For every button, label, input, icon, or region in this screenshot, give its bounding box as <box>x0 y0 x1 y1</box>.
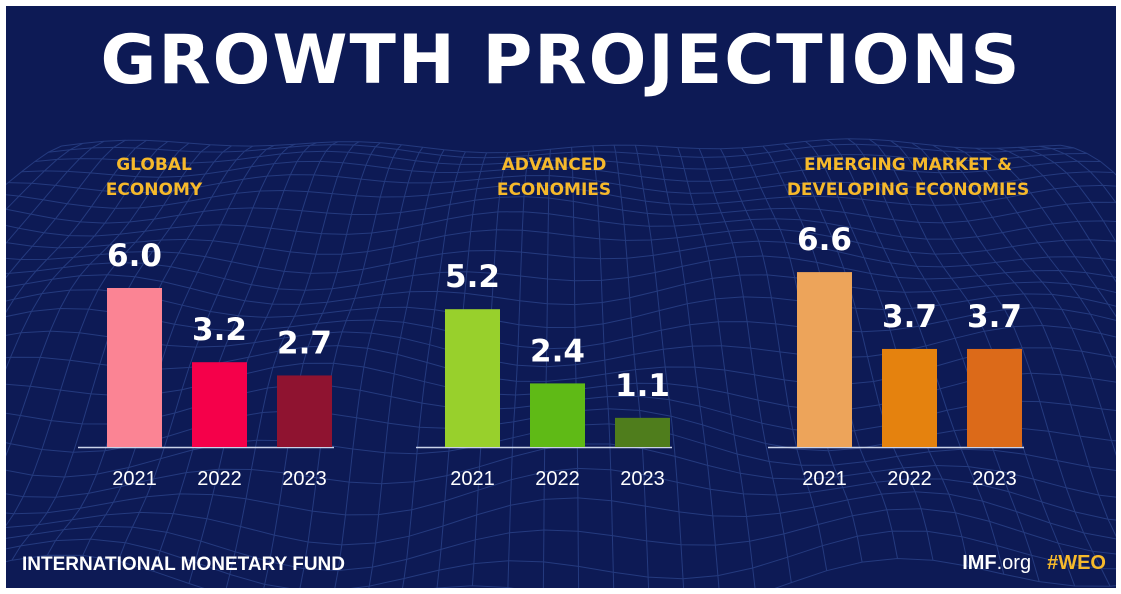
charts-area: GLOBALECONOMY6.020213.220222.72023ADVANC… <box>78 155 1029 490</box>
hashtag: #WEO <box>1047 552 1106 574</box>
bar-value-label: 5.2 <box>445 259 500 295</box>
bar-value-label: 3.2 <box>192 312 247 348</box>
chart-title-line: ADVANCED <box>502 155 607 175</box>
bar-value-label: 3.7 <box>967 299 1022 335</box>
chart-panel-2: ADVANCED ECONOMIES 5.2 2021 2.4 2022 1.1 2023 <box>416 155 672 490</box>
bar-2023 <box>615 417 670 447</box>
bar-value-label: 2.4 <box>530 333 585 369</box>
chart-title-line: DEVELOPING ECONOMIES <box>787 180 1029 200</box>
x-tick-label: 2021 <box>112 468 157 490</box>
bar-2022 <box>882 348 937 447</box>
wireframe-terrain-background <box>6 138 1116 588</box>
x-tick-label: 2023 <box>282 468 327 490</box>
x-tick-label: 2023 <box>972 468 1017 490</box>
footer-links: IMF.org #WEO <box>962 552 1106 575</box>
chart-title-line: ECONOMY <box>106 180 203 200</box>
bar-2021 <box>797 272 852 447</box>
infographic-frame: GROWTH PROJECTIONS GLOBAL ECONOMY 6.0 2021 3… <box>6 6 1116 588</box>
bar-2023 <box>277 375 332 447</box>
bar-value-label: 2.7 <box>277 325 332 361</box>
chart-panel-1: GLOBAL ECONOMY 6.0 2021 3.2 2022 2.7 2023 <box>78 155 334 490</box>
x-tick-label: 2022 <box>887 468 932 490</box>
x-tick-label: 2023 <box>620 468 665 490</box>
chart-panel-3: EMERGING MARKET & DEVELOPING ECONOMIES 6.6… <box>768 155 1029 490</box>
x-tick-label: 2021 <box>802 468 847 490</box>
bar-2023 <box>967 348 1022 447</box>
chart-title-line: ECONOMIES <box>497 180 611 200</box>
bar-value-label: 3.7 <box>882 299 937 335</box>
organization-name: INTERNATIONAL MONETARY FUND <box>22 554 345 575</box>
mesh-lines <box>6 138 1116 588</box>
bar-2022 <box>530 383 585 447</box>
chart-title-line: GLOBAL <box>116 155 192 175</box>
x-tick-label: 2022 <box>535 468 580 490</box>
bar-2021 <box>445 309 500 447</box>
bar-2021 <box>107 288 162 447</box>
bar-2022 <box>192 362 247 447</box>
x-tick-label: 2022 <box>197 468 242 490</box>
chart-title-line: EMERGING MARKET & <box>804 155 1012 175</box>
bar-value-label: 6.0 <box>107 238 162 274</box>
page-title: GROWTH PROJECTIONS <box>100 21 1022 100</box>
bar-value-label: 6.6 <box>797 222 852 258</box>
x-tick-label: 2021 <box>450 468 495 490</box>
site-name-suffix: .org <box>996 552 1032 574</box>
bar-value-label: 1.1 <box>615 368 670 404</box>
site-name-bold: IMF <box>962 552 997 574</box>
